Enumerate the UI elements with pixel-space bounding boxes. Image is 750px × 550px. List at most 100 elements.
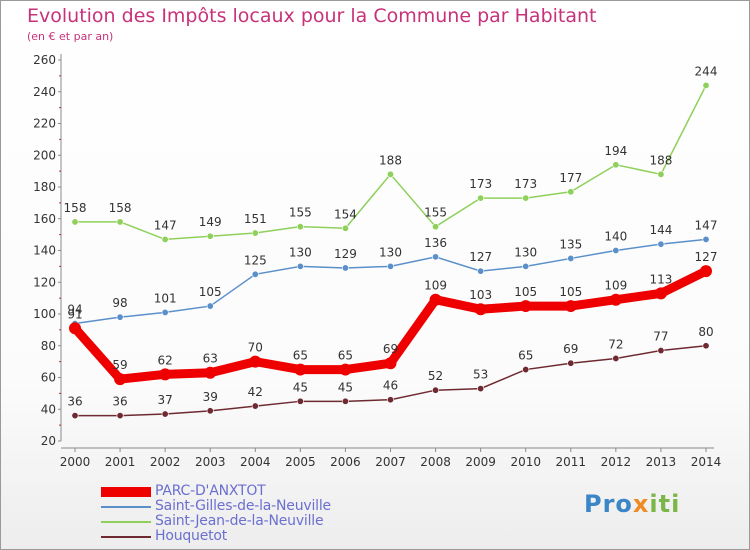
data-point-saint-jean-de-la-neuville <box>477 194 485 202</box>
data-point-houquetot <box>612 354 620 362</box>
chart-series <box>69 81 712 420</box>
logo-part-2: x <box>632 490 650 518</box>
data-point-saint-jean-de-la-neuville <box>702 81 710 89</box>
data-point-saint-gilles-de-la-neuville <box>657 240 665 248</box>
data-point-parc-d-anxtot <box>519 300 532 313</box>
proxiti-logo: Proxiti <box>584 490 680 518</box>
data-label-saint-gilles-de-la-neuville: 135 <box>559 237 582 251</box>
data-point-houquetot <box>71 412 79 420</box>
x-tick-label: 2005 <box>285 455 316 469</box>
data-point-parc-d-anxtot <box>609 293 622 306</box>
x-tick-label: 2008 <box>420 455 451 469</box>
legend-item-saint-jean-de-la-neuville: Saint-Jean-de-la-Neuville <box>101 513 331 529</box>
data-label-saint-jean-de-la-neuville: 194 <box>604 144 627 158</box>
x-tick-label: 2007 <box>375 455 406 469</box>
data-label-saint-jean-de-la-neuville: 158 <box>109 201 132 215</box>
data-label-parc-d-anxtot: 105 <box>559 285 582 299</box>
x-tick-label: 2001 <box>105 455 136 469</box>
data-point-saint-gilles-de-la-neuville <box>612 247 620 255</box>
data-label-saint-jean-de-la-neuville: 147 <box>154 218 177 232</box>
data-label-parc-d-anxtot: 91 <box>67 307 82 321</box>
legend-item-parc-d-anxtot: PARC-D'ANXTOT <box>101 484 331 498</box>
data-label-houquetot: 80 <box>698 325 713 339</box>
data-label-parc-d-anxtot: 127 <box>695 250 718 264</box>
data-label-houquetot: 52 <box>428 369 443 383</box>
data-point-houquetot <box>251 402 259 410</box>
y-tick-label: 20 <box>41 434 56 448</box>
data-point-houquetot <box>567 359 575 367</box>
data-point-saint-gilles-de-la-neuville <box>386 262 394 270</box>
data-label-parc-d-anxtot: 105 <box>514 285 537 299</box>
data-point-parc-d-anxtot <box>429 293 442 306</box>
x-tick-label: 2006 <box>330 455 361 469</box>
data-label-parc-d-anxtot: 65 <box>293 349 308 363</box>
x-tick-label: 2004 <box>240 455 271 469</box>
data-label-saint-jean-de-la-neuville: 155 <box>289 206 312 220</box>
data-point-saint-jean-de-la-neuville <box>116 218 124 226</box>
data-point-saint-gilles-de-la-neuville <box>477 267 485 275</box>
data-point-houquetot <box>432 386 440 394</box>
data-point-houquetot <box>477 385 485 393</box>
data-label-parc-d-anxtot: 65 <box>338 349 353 363</box>
data-point-saint-gilles-de-la-neuville <box>251 270 259 278</box>
data-point-saint-gilles-de-la-neuville <box>432 253 440 261</box>
legend-swatch <box>101 505 151 508</box>
data-label-saint-gilles-de-la-neuville: 140 <box>604 230 627 244</box>
x-tick-label: 2000 <box>60 455 91 469</box>
data-label-saint-gilles-de-la-neuville: 136 <box>424 236 447 250</box>
x-tick-label: 2014 <box>691 455 722 469</box>
y-tick-label: 60 <box>41 371 56 385</box>
data-point-parc-d-anxtot <box>294 363 307 376</box>
data-point-houquetot <box>386 396 394 404</box>
data-point-parc-d-anxtot <box>700 265 712 278</box>
data-label-houquetot: 36 <box>112 395 127 409</box>
data-label-parc-d-anxtot: 62 <box>158 353 173 367</box>
data-label-houquetot: 37 <box>158 393 173 407</box>
data-point-parc-d-anxtot <box>474 303 487 316</box>
data-point-saint-jean-de-la-neuville <box>657 170 665 178</box>
data-point-saint-jean-de-la-neuville <box>341 224 349 232</box>
data-label-houquetot: 45 <box>338 380 353 394</box>
data-point-parc-d-anxtot <box>114 373 127 386</box>
data-label-saint-gilles-de-la-neuville: 144 <box>649 223 672 237</box>
x-tick-label: 2003 <box>195 455 226 469</box>
data-point-saint-gilles-de-la-neuville <box>161 308 169 316</box>
x-tick-label: 2010 <box>510 455 541 469</box>
y-tick-label: 140 <box>33 244 56 258</box>
data-label-saint-jean-de-la-neuville: 158 <box>64 201 87 215</box>
data-point-saint-gilles-de-la-neuville <box>116 313 124 321</box>
data-point-saint-jean-de-la-neuville <box>567 188 575 196</box>
y-tick-label: 180 <box>33 180 56 194</box>
legend-label: Saint-Jean-de-la-Neuville <box>155 513 324 529</box>
logo-part-1: Pro <box>584 490 633 518</box>
legend-swatch <box>101 486 151 497</box>
data-point-saint-jean-de-la-neuville <box>386 170 394 178</box>
data-label-houquetot: 42 <box>248 385 263 399</box>
data-label-houquetot: 46 <box>383 379 398 393</box>
x-tick-label: 2002 <box>150 455 181 469</box>
data-label-houquetot: 77 <box>653 330 668 344</box>
y-tick-label: 120 <box>33 275 56 289</box>
legend-item-saint-gilles-de-la-neuville: Saint-Gilles-de-la-Neuville <box>101 498 331 514</box>
data-point-saint-jean-de-la-neuville <box>522 194 530 202</box>
legend-item-houquetot: Houquetot <box>101 529 331 543</box>
data-point-saint-gilles-de-la-neuville <box>702 235 710 243</box>
data-label-saint-gilles-de-la-neuville: 98 <box>112 296 127 310</box>
data-point-saint-gilles-de-la-neuville <box>567 254 575 262</box>
data-label-saint-gilles-de-la-neuville: 129 <box>334 247 357 261</box>
data-point-houquetot <box>161 410 169 418</box>
data-label-saint-jean-de-la-neuville: 188 <box>379 153 402 167</box>
legend-label: Saint-Gilles-de-la-Neuville <box>155 498 331 514</box>
data-label-saint-jean-de-la-neuville: 177 <box>559 171 582 185</box>
data-label-saint-gilles-de-la-neuville: 130 <box>514 245 537 259</box>
legend-swatch <box>101 520 151 523</box>
data-point-saint-gilles-de-la-neuville <box>341 264 349 272</box>
data-point-saint-jean-de-la-neuville <box>71 218 79 226</box>
data-label-houquetot: 72 <box>608 337 623 351</box>
legend-swatch <box>101 535 151 538</box>
data-label-houquetot: 65 <box>518 349 533 363</box>
data-label-parc-d-anxtot: 103 <box>469 288 492 302</box>
data-label-parc-d-anxtot: 69 <box>383 342 398 356</box>
